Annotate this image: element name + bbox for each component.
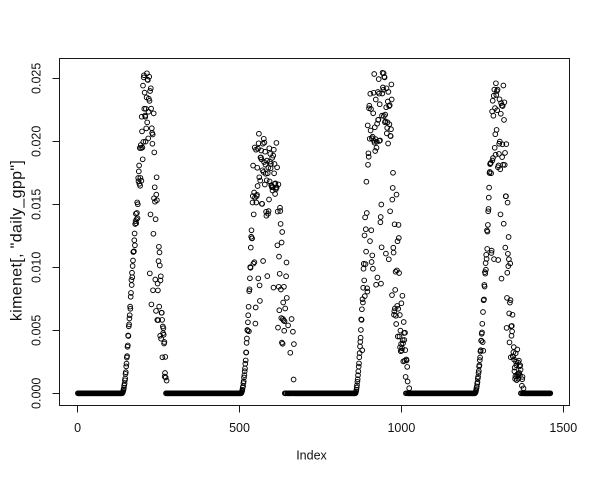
svg-text:Index: Index: [296, 449, 327, 463]
svg-text:kimenet[, "daily_gpp"]: kimenet[, "daily_gpp"]: [9, 160, 26, 321]
svg-text:0.010: 0.010: [30, 252, 44, 283]
svg-text:0: 0: [74, 421, 81, 435]
svg-text:1000: 1000: [387, 421, 415, 435]
svg-text:0.005: 0.005: [30, 315, 44, 346]
svg-text:0.020: 0.020: [30, 126, 44, 157]
svg-text:0.015: 0.015: [30, 189, 44, 220]
svg-text:0.000: 0.000: [30, 378, 44, 409]
svg-text:0.025: 0.025: [30, 63, 44, 94]
svg-text:1500: 1500: [549, 421, 577, 435]
svg-text:500: 500: [229, 421, 250, 435]
